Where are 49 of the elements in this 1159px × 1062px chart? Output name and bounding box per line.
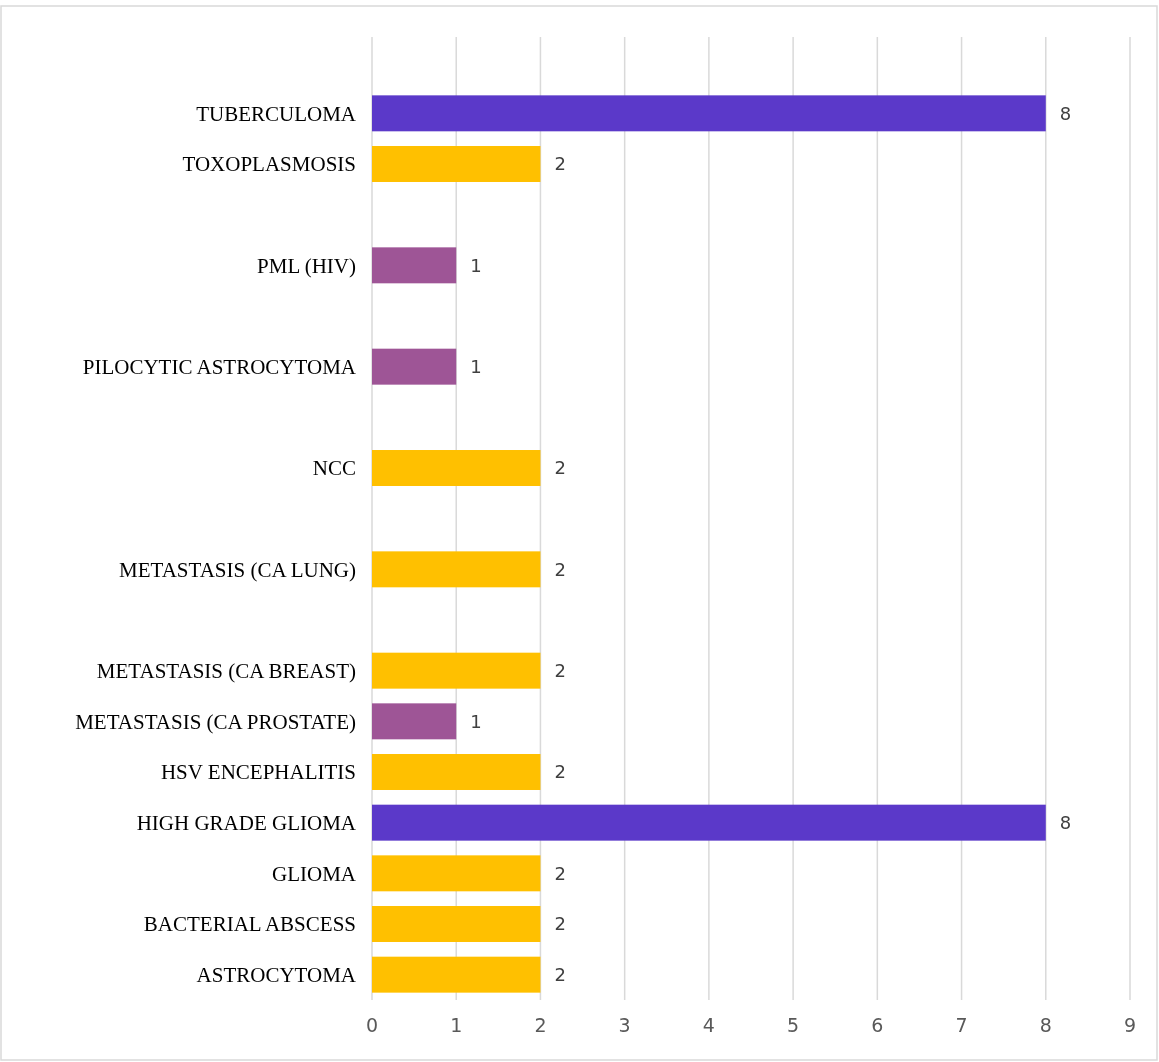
y-tick-label: PML (HIV) [257,253,356,278]
y-tick-label: NCC [312,456,356,481]
x-tick-label: 8 [1039,1014,1052,1036]
bar [372,703,457,740]
bar [372,956,541,993]
x-tick-label: 5 [787,1014,800,1036]
y-tick-label: METASTASIS (CA LUNG) [119,557,356,582]
x-tick-label: 3 [618,1014,631,1036]
x-tick-label: 6 [871,1014,884,1036]
bar [372,95,1046,132]
data-label: 8 [1059,811,1072,833]
data-label: 1 [470,254,482,276]
x-tick-label: 2 [534,1014,547,1036]
y-tick-label: PILOCYTIC ASTROCYTOMA [82,355,357,380]
y-tick-label: METASTASIS (CA BREAST) [96,659,356,684]
data-label: 2 [554,659,566,681]
y-tick-label: HSV ENCEPHALITIS [160,760,356,785]
y-tick-label: BACTERIAL ABSCESS [143,912,356,937]
y-tick-label: HIGH GRADE GLIOMA [136,811,357,836]
bar [372,652,541,689]
data-label: 2 [554,913,566,935]
data-label: 1 [470,710,482,732]
data-label: 2 [554,862,566,884]
bar [372,855,541,892]
bar [372,906,541,942]
data-label: 2 [554,761,566,783]
data-label: 2 [554,457,566,479]
bar [372,348,457,385]
x-tick-label: 1 [450,1014,463,1036]
data-label: 1 [470,355,482,377]
data-label: 8 [1059,102,1072,124]
bar [372,551,541,588]
y-tick-label: METASTASIS (CA PROSTATE) [75,709,356,734]
bar [372,450,541,486]
bar [372,754,541,790]
x-tick-label: 0 [365,1014,379,1036]
y-tick-label: GLIOMA [272,861,357,886]
bar [372,247,457,284]
data-label: 2 [554,153,566,175]
data-label: 2 [554,558,566,580]
x-tick-label: 4 [702,1014,715,1036]
x-tick-label: 7 [955,1014,968,1036]
bar [372,146,541,182]
data-label: 2 [554,963,566,985]
y-tick-label: TOXOPLASMOSIS [182,152,356,177]
bar [372,804,1046,841]
y-tick-label: ASTROCYTOMA [196,963,357,988]
x-tick-label: 9 [1123,1014,1137,1036]
y-tick-label: TUBERCULOMA [196,101,357,126]
